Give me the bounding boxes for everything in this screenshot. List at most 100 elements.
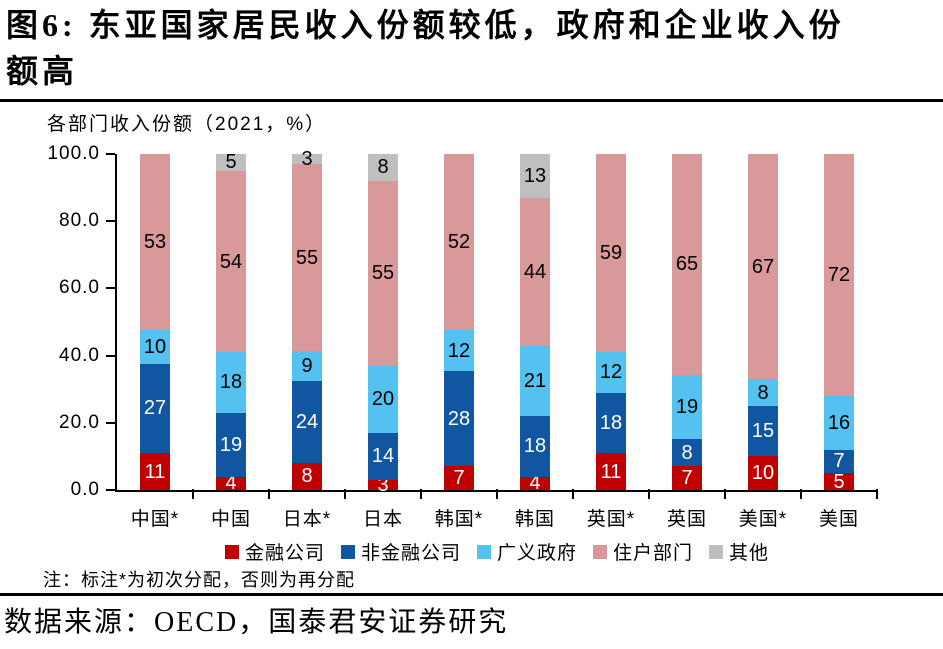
bar-segment xyxy=(748,154,778,380)
bar-segment xyxy=(748,456,778,490)
bar-value-label: 3 xyxy=(377,473,389,496)
bar-value-label: 18 xyxy=(219,371,243,394)
source-divider xyxy=(0,593,943,596)
bar-segment xyxy=(368,365,398,433)
legend-item: 其他 xyxy=(709,538,769,565)
bar-value-label: 21 xyxy=(523,369,547,392)
y-axis-tick xyxy=(106,220,115,223)
bar-value-label: 7 xyxy=(453,467,465,490)
legend-swatch-icon xyxy=(593,544,607,559)
plot-area: 100.0 80.0 60.0 40.0 20.0 0.0 11 27 10 53 中国* 4 19 18… xyxy=(47,143,878,564)
bar-segment xyxy=(520,197,550,346)
bar-segment xyxy=(292,350,322,382)
bar-segment xyxy=(444,154,474,331)
bar-value-label: 3 xyxy=(301,148,313,171)
x-axis-tick xyxy=(800,489,802,499)
x-axis-tick xyxy=(420,489,422,499)
x-axis-tick xyxy=(876,489,878,499)
bar-segment xyxy=(216,476,246,490)
bar-value-label: 54 xyxy=(219,250,243,273)
legend-item: 金融公司 xyxy=(224,538,325,565)
x-axis-tick xyxy=(192,489,194,499)
x-axis-tick xyxy=(496,489,498,499)
y-axis-label: 40.0 xyxy=(59,344,100,366)
legend-swatch-icon xyxy=(340,544,355,559)
bar-value-label: 5 xyxy=(225,151,237,174)
bar-value-label: 55 xyxy=(295,246,319,269)
bar-segment xyxy=(368,479,398,490)
y-axis-label: 60.0 xyxy=(59,277,100,299)
bar-value-label: 13 xyxy=(523,164,547,187)
bar-segment xyxy=(368,432,398,480)
bar-segment xyxy=(748,379,778,406)
data-source: 数据来源：OECD，国泰君安证券研究 xyxy=(4,607,509,638)
bar-segment xyxy=(824,473,854,490)
bar-segment xyxy=(748,406,778,457)
x-axis-label: 日本* xyxy=(282,509,332,530)
bar-segment xyxy=(140,330,170,364)
bar-segment xyxy=(596,154,626,353)
bar-segment xyxy=(292,462,322,490)
bar-value-label: 55 xyxy=(371,262,395,285)
x-axis-tick xyxy=(344,489,346,499)
bar-segment xyxy=(216,352,246,413)
bar-segment xyxy=(140,453,170,490)
bar-segment xyxy=(292,154,322,165)
y-axis-label: 0.0 xyxy=(70,479,100,500)
x-axis-label: 美国* xyxy=(738,509,788,530)
y-axis-tick xyxy=(106,489,115,491)
x-axis-label: 英国* xyxy=(586,509,636,530)
bar-value-label: 8 xyxy=(757,381,769,404)
bar-value-label: 8 xyxy=(301,465,313,488)
x-axis-label: 中国* xyxy=(130,509,180,530)
x-axis-label: 英国 xyxy=(666,509,707,530)
bar-value-label: 20 xyxy=(371,388,395,411)
bar-segment xyxy=(824,449,854,474)
legend: 金融公司 非金融公司 广义政府 住户部门 其他 xyxy=(117,538,877,565)
bar-segment xyxy=(672,466,702,490)
bar-value-label: 14 xyxy=(371,445,395,468)
bar-segment xyxy=(672,154,702,375)
y-axis-tick xyxy=(106,421,115,424)
bar-segment xyxy=(520,476,550,490)
bar-value-label: 59 xyxy=(599,242,623,265)
bar-segment xyxy=(292,164,322,351)
bar-segment xyxy=(672,374,702,440)
bar-segment xyxy=(216,412,246,477)
bar-segment xyxy=(216,154,246,171)
bar-value-label: 65 xyxy=(675,253,699,276)
bar-segment xyxy=(824,154,854,396)
x-axis-tick xyxy=(572,489,574,499)
bar-segment xyxy=(672,439,702,467)
bar-segment xyxy=(520,345,550,417)
bar-value-label: 15 xyxy=(751,420,775,443)
x-axis-tick xyxy=(648,489,650,499)
bar-segment xyxy=(824,395,854,450)
bar-value-label: 44 xyxy=(523,260,547,283)
legend-item: 住户部门 xyxy=(593,538,693,565)
y-axis-tick xyxy=(106,287,115,290)
x-axis-tick xyxy=(268,489,270,499)
bar-value-label: 16 xyxy=(827,411,851,434)
bar-segment xyxy=(444,371,474,467)
bar-segment xyxy=(368,180,398,366)
bar-segment xyxy=(216,170,246,353)
bar-segment xyxy=(140,363,170,454)
x-axis-label: 美国 xyxy=(818,509,859,530)
bar-segment xyxy=(520,416,550,477)
legend-label: 广义政府 xyxy=(496,543,577,564)
bar-value-label: 4 xyxy=(225,472,237,495)
legend-label: 非金融公司 xyxy=(360,543,461,564)
legend-label: 其他 xyxy=(729,543,770,564)
bar-value-label: 7 xyxy=(833,450,845,473)
bar-value-label: 12 xyxy=(599,361,623,384)
x-axis-tick xyxy=(724,489,726,499)
title-divider xyxy=(0,99,943,102)
bar-segment xyxy=(292,381,322,463)
bar-value-label: 5 xyxy=(833,470,845,493)
bar-segment xyxy=(596,352,626,393)
bar-value-label: 27 xyxy=(143,397,167,420)
x-axis-label: 韩国 xyxy=(514,509,555,530)
bar-segment xyxy=(444,330,474,372)
